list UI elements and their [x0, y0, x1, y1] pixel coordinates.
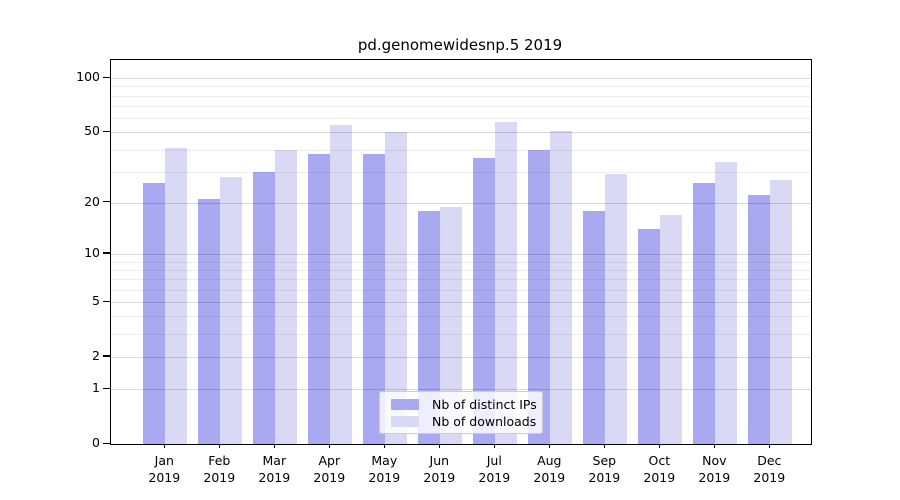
- bar-downloads-feb: [220, 177, 243, 444]
- y-tick-mark: [103, 130, 110, 132]
- y-tick-label: 1: [92, 380, 100, 396]
- bar-downloads-jul: [495, 122, 518, 444]
- bar-distinct-ips-aug: [528, 149, 551, 444]
- y-tick-label: 20: [84, 193, 100, 209]
- bars-layer: [111, 60, 811, 444]
- bar-distinct-ips-dec: [748, 195, 771, 444]
- y-tick-label: 100: [76, 69, 100, 85]
- x-tick-label: Jan 2019: [148, 453, 181, 485]
- x-tick-mark: [438, 444, 440, 448]
- legend-swatch-downloads: [391, 415, 419, 427]
- x-tick-label: Aug 2019: [533, 453, 566, 485]
- bar-downloads-jan: [165, 147, 188, 444]
- legend-label-distinct-ips: Nb of distinct IPs: [432, 396, 537, 412]
- x-tick-label: Sep 2019: [588, 453, 621, 485]
- x-tick-label: Nov 2019: [698, 453, 731, 485]
- legend-entry-downloads: Nb of downloads: [391, 413, 542, 429]
- y-tick-mark: [103, 387, 110, 389]
- bar-distinct-ips-jun: [418, 210, 441, 444]
- bar-distinct-ips-feb: [198, 199, 221, 444]
- x-tick-mark: [273, 444, 275, 448]
- bar-distinct-ips-may: [363, 153, 386, 444]
- x-tick-mark: [548, 444, 550, 448]
- x-tick-mark: [218, 444, 220, 448]
- x-tick-label: Apr 2019: [313, 453, 346, 485]
- x-tick-mark: [603, 444, 605, 448]
- y-tick-mark: [103, 76, 110, 78]
- bar-distinct-ips-apr: [308, 153, 331, 444]
- x-tick-mark: [768, 444, 770, 448]
- x-tick-mark: [493, 444, 495, 448]
- bar-downloads-mar: [275, 149, 298, 444]
- bar-distinct-ips-sep: [583, 210, 606, 444]
- y-tick-label: 5: [92, 293, 100, 308]
- legend-swatch-distinct-ips: [391, 398, 419, 410]
- x-tick-mark: [713, 444, 715, 448]
- y-tick-mark: [103, 355, 110, 357]
- x-tick-mark: [163, 444, 165, 448]
- legend-entry-distinct-ips: Nb of distinct IPs: [391, 396, 542, 412]
- x-tick-label: May 2019: [368, 453, 401, 485]
- x-tick-label: Oct 2019: [643, 453, 676, 485]
- bar-downloads-sep: [605, 174, 628, 444]
- bar-downloads-oct: [660, 214, 683, 444]
- legend: Nb of distinct IPs Nb of downloads: [379, 391, 543, 434]
- x-tick-label: Feb 2019: [203, 453, 236, 485]
- bar-downloads-apr: [330, 124, 353, 444]
- y-tick-label: 10: [84, 244, 100, 260]
- bar-distinct-ips-jul: [473, 157, 496, 444]
- x-tick-label: Dec 2019: [753, 453, 786, 485]
- x-tick-label: Jul 2019: [478, 453, 511, 485]
- y-tick-label: 50: [84, 123, 100, 139]
- bar-downloads-nov: [715, 162, 738, 444]
- bar-distinct-ips-mar: [253, 171, 276, 444]
- x-tick-mark: [658, 444, 660, 448]
- y-tick-mark: [103, 201, 110, 203]
- y-tick-label: 2: [92, 347, 100, 363]
- bar-distinct-ips-jan: [143, 182, 166, 444]
- plot-area: [110, 59, 812, 445]
- x-tick-label: Mar 2019: [258, 453, 291, 485]
- y-tick-mark: [103, 252, 110, 254]
- chart-title: pd.genomewidesnp.5 2019: [357, 36, 563, 54]
- y-tick-label: 0: [92, 435, 100, 450]
- bar-distinct-ips-nov: [693, 182, 716, 444]
- legend-label-downloads: Nb of downloads: [432, 413, 537, 429]
- bar-distinct-ips-oct: [638, 229, 661, 444]
- bar-downloads-may: [385, 132, 408, 444]
- y-tick-mark: [103, 300, 110, 302]
- x-tick-mark: [383, 444, 385, 448]
- x-tick-mark: [328, 444, 330, 448]
- x-tick-label: Jun 2019: [423, 453, 456, 485]
- bar-downloads-jun: [440, 206, 463, 444]
- bar-downloads-dec: [770, 179, 793, 444]
- bar-downloads-aug: [550, 130, 573, 444]
- y-tick-mark: [103, 442, 110, 444]
